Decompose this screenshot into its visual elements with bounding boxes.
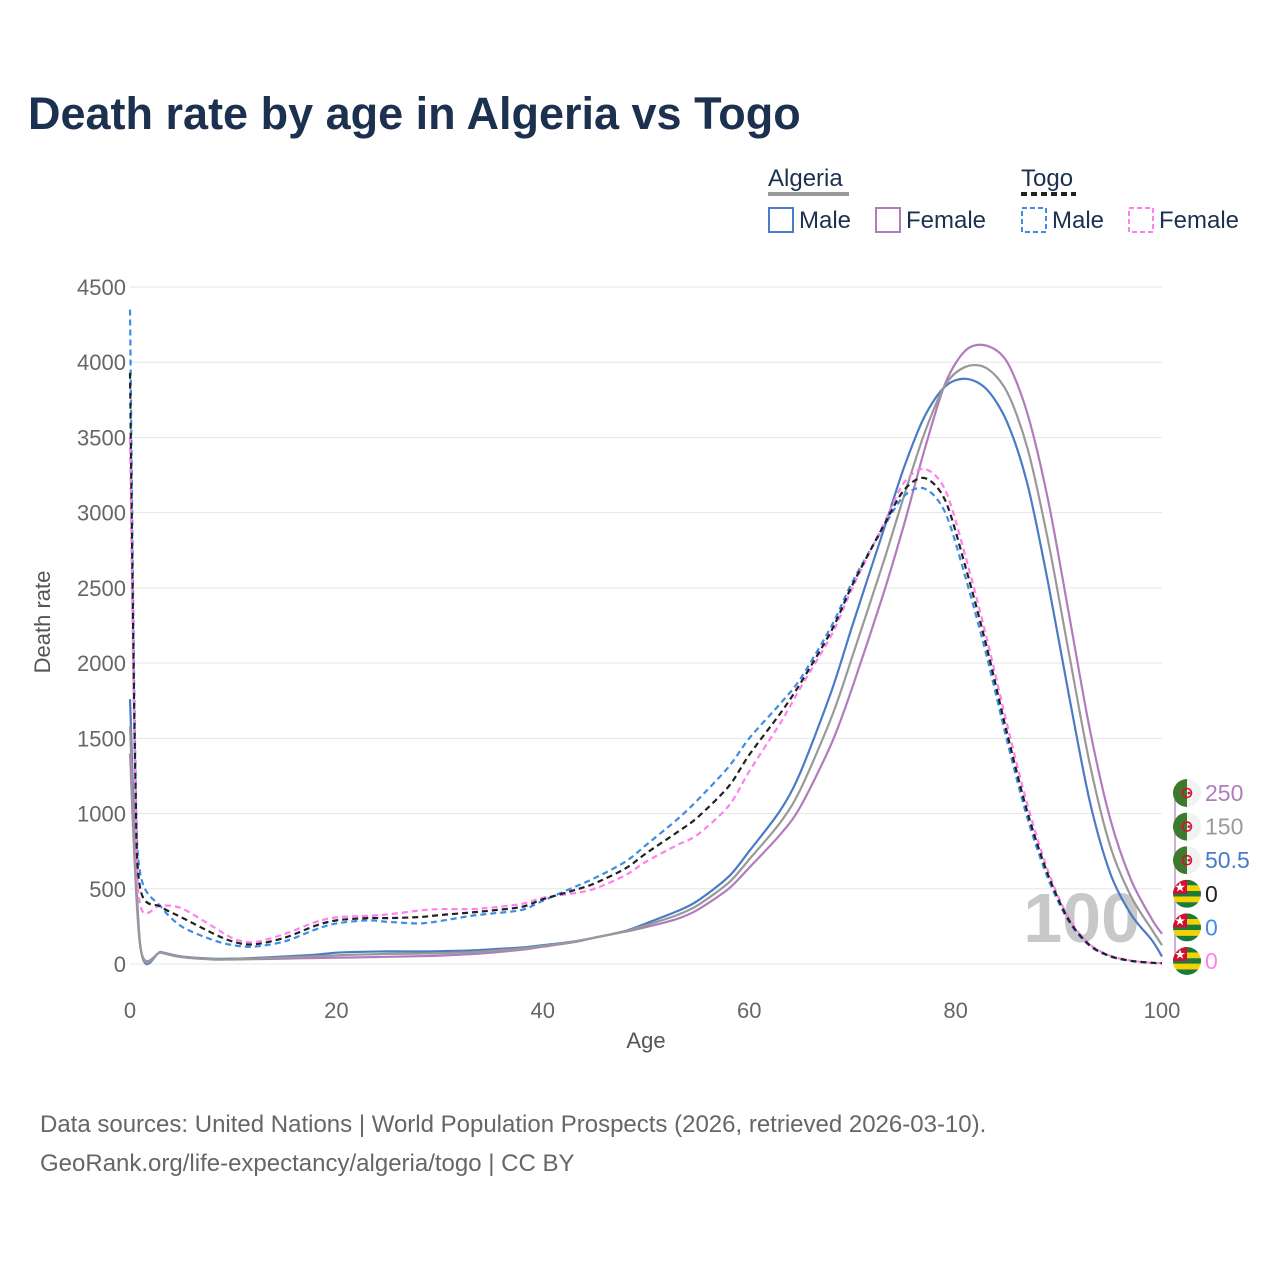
legend-item-togo-male[interactable]: Male xyxy=(1021,207,1104,234)
legend-item-label: Female xyxy=(1159,207,1239,234)
end-label-value: 50.5 xyxy=(1205,847,1250,873)
legend-country-algeria: Algeria xyxy=(768,165,843,192)
end-label: 150 xyxy=(1173,812,1243,841)
algeria-flag-icon xyxy=(1173,812,1201,841)
series-lines xyxy=(128,309,1163,966)
series-line-algeria-male[interactable] xyxy=(128,377,1163,966)
age-annotation: 100 xyxy=(1023,879,1140,957)
x-tick-label: 100 xyxy=(1144,998,1181,1023)
series-line-algeria-total[interactable] xyxy=(128,364,1163,964)
x-tick-label: 20 xyxy=(324,998,348,1023)
series-line-togo-total[interactable] xyxy=(128,372,1163,965)
legend-group-togo[interactable]: Togo xyxy=(1021,165,1076,196)
legend-item-algeria-female[interactable]: Female xyxy=(875,207,986,234)
y-axis-ticks: 0 500 1000 1500 2000 2500 3000 3500 4000 4500 xyxy=(77,275,126,977)
end-label: 0 xyxy=(1173,913,1218,942)
legend-item-label: Male xyxy=(1052,207,1104,234)
x-axis-title: Age xyxy=(626,1028,665,1053)
end-label-value: 0 xyxy=(1205,948,1218,974)
y-tick-label: 2000 xyxy=(77,651,126,676)
end-label-value: 0 xyxy=(1205,914,1218,940)
series-line-togo-female[interactable] xyxy=(128,437,1163,965)
end-label-value: 150 xyxy=(1205,814,1243,840)
source-note: Data sources: United Nations | World Pop… xyxy=(40,1105,986,1183)
grid-lines xyxy=(130,286,1162,965)
x-tick-label: 60 xyxy=(737,998,761,1023)
end-label: 0 xyxy=(1173,947,1218,975)
legend-swatch xyxy=(875,207,901,233)
series-line-togo-male[interactable] xyxy=(128,309,1163,965)
togo-flag-icon xyxy=(1173,879,1201,908)
end-labels: 250 150 50.5 0 0 0 xyxy=(1173,779,1250,975)
y-tick-label: 1500 xyxy=(77,726,126,751)
legend-item-label: Female xyxy=(906,207,986,234)
source-line: Data sources: United Nations | World Pop… xyxy=(40,1111,987,1138)
y-tick-label: 4500 xyxy=(77,275,126,300)
x-axis-ticks: 0 20 40 60 80 100 xyxy=(124,998,1180,1023)
legend-country-togo: Togo xyxy=(1021,165,1073,192)
end-label-value: 0 xyxy=(1205,881,1218,907)
togo-flag-icon xyxy=(1173,947,1201,975)
legend-swatch xyxy=(1128,207,1154,233)
y-tick-label: 3000 xyxy=(77,501,126,526)
algeria-flag-icon xyxy=(1173,779,1201,807)
togo-flag-icon xyxy=(1173,913,1201,942)
legend-swatch xyxy=(768,207,794,233)
y-tick-label: 1000 xyxy=(77,802,126,827)
y-tick-label: 3500 xyxy=(77,425,126,450)
legend-group-algeria[interactable]: Algeria xyxy=(768,165,849,196)
x-tick-label: 0 xyxy=(124,998,136,1023)
y-tick-label: 0 xyxy=(114,952,126,977)
y-axis-title: Death rate xyxy=(30,571,55,674)
legend: Algeria Togo Male Female Male Female xyxy=(768,165,1239,234)
source-link[interactable]: GeoRank.org/life-expectancy/algeria/togo… xyxy=(40,1150,575,1177)
end-label: 250 xyxy=(1173,779,1243,807)
chart-title: Death rate by age in Algeria vs Togo xyxy=(28,88,801,139)
y-tick-label: 500 xyxy=(89,877,126,902)
legend-item-algeria-male[interactable]: Male xyxy=(768,207,851,234)
y-tick-label: 2500 xyxy=(77,576,126,601)
end-label: 0 xyxy=(1173,879,1218,908)
legend-item-label: Male xyxy=(799,207,851,234)
legend-item-togo-female[interactable]: Female xyxy=(1128,207,1239,234)
y-tick-label: 4000 xyxy=(77,350,126,375)
x-tick-label: 80 xyxy=(943,998,967,1023)
algeria-flag-icon xyxy=(1173,846,1201,875)
end-label-value: 250 xyxy=(1205,780,1243,806)
x-tick-label: 40 xyxy=(531,998,555,1023)
legend-swatch xyxy=(1021,207,1047,233)
end-label: 50.5 xyxy=(1173,846,1250,875)
